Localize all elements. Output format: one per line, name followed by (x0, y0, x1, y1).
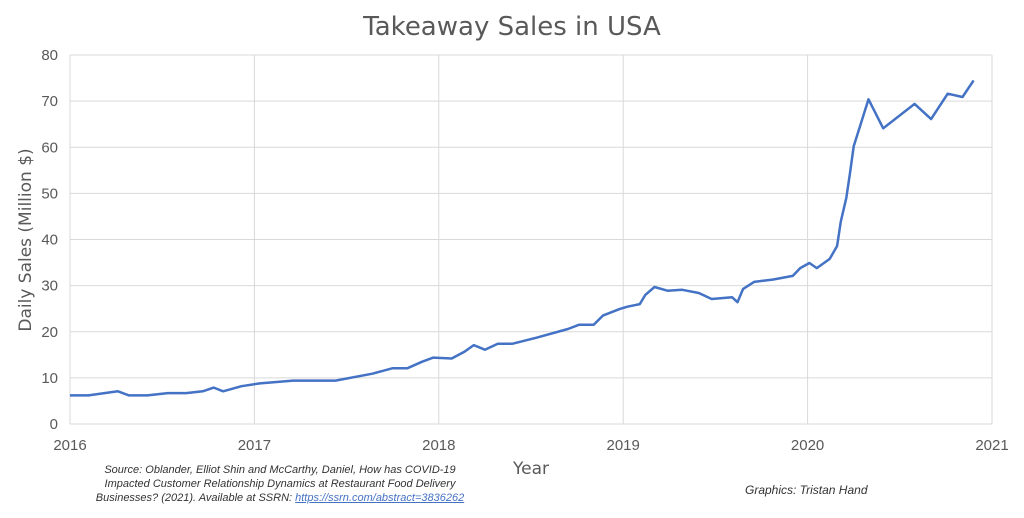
x-tick-label: 2017 (238, 437, 271, 454)
series-line (70, 79, 975, 397)
y-axis-label: Daily Sales (Million $) (16, 148, 36, 331)
source-line-2: Impacted Customer Relationship Dynamics … (104, 478, 456, 490)
graphics-credit: Graphics: Tristan Hand (745, 483, 868, 497)
source-note: Source: Oblander, Elliot Shin and McCart… (70, 463, 490, 505)
x-tick-label: 2018 (422, 437, 455, 454)
y-tick-label: 50 (41, 185, 58, 202)
x-axis-label: Year (512, 459, 549, 479)
x-tick-label: 2019 (607, 437, 640, 454)
y-tick-label: 30 (41, 278, 58, 295)
x-tick-label: 2021 (975, 437, 1008, 454)
source-link[interactable]: https://ssrn.com/abstract=3836262 (295, 492, 465, 504)
source-line-1: Source: Oblander, Elliot Shin and McCart… (104, 464, 456, 476)
x-tick-labels: 2016 2017 2018 2019 2020 2021 (53, 437, 1008, 454)
y-tick-label: 0 (50, 416, 58, 433)
y-tick-label: 70 (41, 93, 58, 110)
y-tick-labels: 0 10 20 30 40 50 60 70 80 (41, 47, 58, 433)
y-tick-label: 10 (41, 370, 58, 387)
gridlines (69, 54, 993, 425)
y-tick-label: 20 (41, 324, 58, 341)
source-line-3: Businesses? (2021). Available at SSRN: (95, 492, 296, 504)
y-tick-label: 80 (41, 47, 58, 64)
y-tick-label: 60 (41, 139, 58, 156)
chart-title: Takeaway Sales in USA (362, 12, 661, 42)
x-tick-label: 2020 (791, 437, 824, 454)
x-tick-label: 2016 (53, 437, 86, 454)
y-tick-label: 40 (41, 232, 58, 249)
